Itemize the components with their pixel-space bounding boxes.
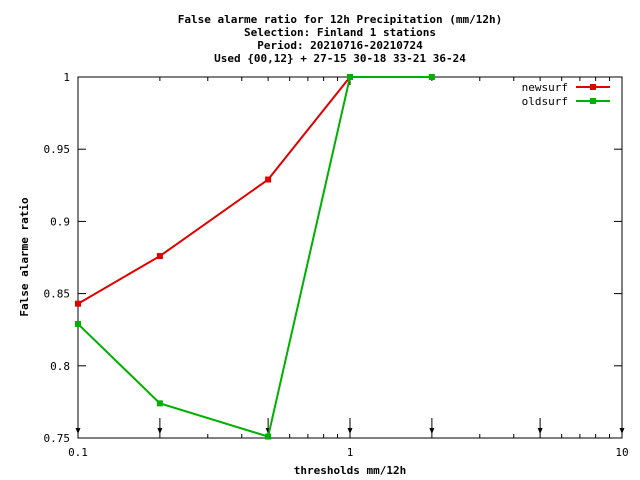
- title-line-2: Selection: Finland 1 stations: [244, 26, 436, 39]
- x-tick-label-2: 10: [615, 446, 628, 459]
- threshold-marker-0: [75, 418, 81, 434]
- threshold-marker-4: [429, 418, 435, 434]
- threshold-marker-6: [619, 418, 625, 434]
- point-oldsurf-3: [347, 74, 353, 80]
- axes: 0.75 0.8 0.85 0.9 0.95 1 0.1 1 10: [44, 71, 629, 459]
- threshold-marker-1: [157, 418, 163, 434]
- series-line-newsurf: [77, 76, 351, 305]
- legend-label-newsurf: newsurf: [522, 81, 568, 94]
- title-line-4: Used {00,12} + 27-15 30-18 33-21 36-24: [214, 52, 466, 65]
- x-tick-label-0: 0.1: [68, 446, 88, 459]
- series-line-oldsurf: [77, 76, 432, 438]
- point-oldsurf-4: [428, 74, 435, 80]
- legend-item-newsurf: newsurf: [522, 81, 610, 94]
- point-oldsurf-1: [156, 400, 163, 407]
- point-oldsurf-2: [265, 433, 272, 440]
- y-tick-label-2: 0.85: [44, 288, 71, 301]
- point-oldsurf-0: [75, 320, 81, 327]
- y-tick-label-5: 1: [63, 71, 70, 84]
- legend-label-oldsurf: oldsurf: [522, 95, 568, 108]
- threshold-marker-5: [537, 418, 543, 434]
- x-tick-label-1: 1: [347, 446, 354, 459]
- legend-marker-newsurf: [590, 84, 596, 90]
- threshold-markers: [75, 418, 625, 434]
- title-line-1: False alarme ratio for 12h Precipitation…: [178, 13, 503, 26]
- y-tick-label-1: 0.8: [50, 360, 70, 373]
- legend-marker-oldsurf: [590, 98, 596, 104]
- x-axis-label: thresholds mm/12h: [294, 464, 407, 477]
- y-tick-label-3: 0.9: [50, 215, 70, 228]
- y-tick-label-0: 0.75: [44, 432, 71, 445]
- point-newsurf-0: [75, 300, 81, 307]
- title-line-3: Period: 20210716-20210724: [257, 39, 423, 52]
- y-axis-label: False alarme ratio: [18, 197, 31, 317]
- y-tick-label-4: 0.95: [44, 143, 71, 156]
- point-newsurf-2: [265, 176, 272, 183]
- legend-item-oldsurf: oldsurf: [522, 95, 610, 108]
- point-newsurf-1: [156, 253, 163, 260]
- threshold-marker-3: [347, 418, 353, 434]
- chart-title: False alarme ratio for 12h Precipitation…: [178, 13, 503, 65]
- series-lines: [75, 74, 435, 440]
